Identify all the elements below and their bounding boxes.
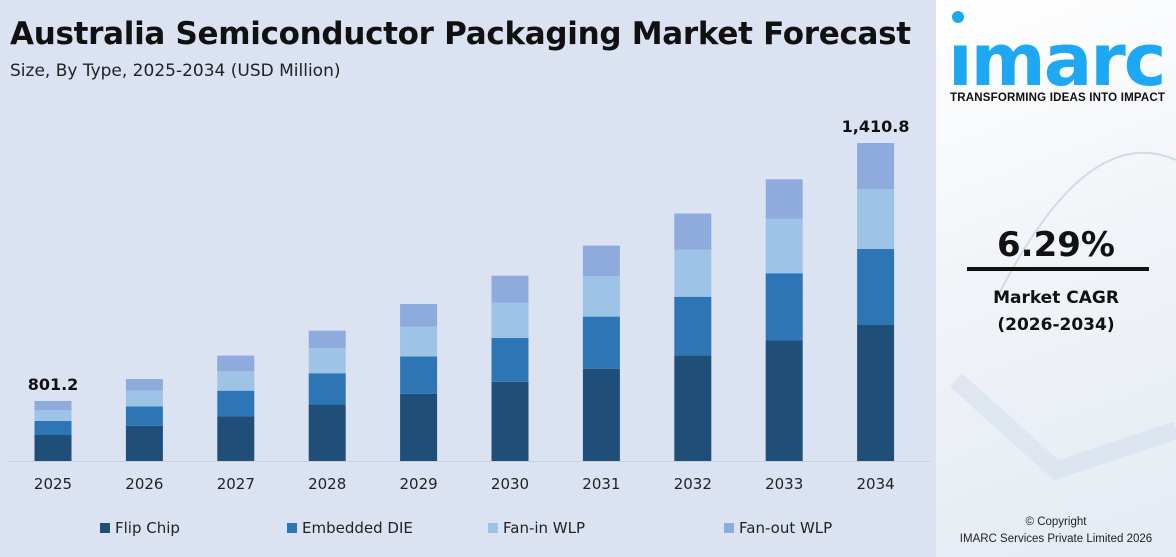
bar-segment-fan-out-wlp-2030 bbox=[491, 275, 529, 303]
cagr-label-title: Market CAGR bbox=[993, 288, 1119, 308]
bar-segment-fan-in-wlp-2032 bbox=[674, 249, 712, 297]
bar-segment-fan-in-wlp-2029 bbox=[400, 326, 438, 357]
bar-segment-fan-in-wlp-2033 bbox=[765, 218, 803, 274]
bar-segment-flip-chip-2031 bbox=[582, 368, 620, 461]
bar-segment-fan-in-wlp-2028 bbox=[308, 348, 346, 374]
cagr-label-period: (2026-2034) bbox=[997, 315, 1115, 335]
bar-segment-fan-out-wlp-2028 bbox=[308, 330, 346, 349]
bar-segment-fan-in-wlp-2034 bbox=[857, 188, 895, 249]
bar-segment-embedded-die-2027 bbox=[217, 390, 255, 417]
bar-segment-fan-in-wlp-2027 bbox=[217, 371, 255, 391]
copyright: © Copyright IMARC Services Private Limit… bbox=[936, 514, 1176, 548]
x-tick-label: 2026 bbox=[125, 475, 163, 493]
x-tick-label: 2031 bbox=[582, 475, 620, 493]
bar-segment-flip-chip-2033 bbox=[765, 340, 803, 461]
bar-segment-embedded-die-2034 bbox=[857, 248, 895, 325]
bar-segment-flip-chip-2026 bbox=[125, 425, 163, 461]
bar-segment-embedded-die-2030 bbox=[491, 337, 529, 382]
chart-panel: Australia Semiconductor Packaging Market… bbox=[8, 16, 930, 537]
legend-item: Fan-in WLP bbox=[488, 519, 585, 537]
bar-segment-embedded-die-2029 bbox=[400, 356, 438, 394]
background-graph-decoration bbox=[949, 151, 1176, 481]
x-tick-label: 2032 bbox=[674, 475, 712, 493]
legend-label: Fan-out WLP bbox=[739, 519, 833, 537]
bar-segment-flip-chip-2034 bbox=[857, 324, 895, 461]
legend-label: Embedded DIE bbox=[302, 519, 413, 537]
tagline: TRANSFORMING IDEAS INTO IMPACT bbox=[950, 92, 1166, 104]
bar-segment-flip-chip-2027 bbox=[217, 416, 255, 461]
bar-segment-embedded-die-2031 bbox=[582, 316, 620, 369]
legend-swatch bbox=[287, 523, 297, 533]
legend-swatch bbox=[100, 523, 110, 533]
legend-swatch bbox=[488, 523, 498, 533]
x-tick-label: 2030 bbox=[491, 475, 529, 493]
bar-segment-fan-out-wlp-2027 bbox=[217, 355, 255, 372]
bar-segment-fan-out-wlp-2029 bbox=[400, 304, 438, 327]
x-tick-label: 2033 bbox=[765, 475, 803, 493]
chart-title: Australia Semiconductor Packaging Market… bbox=[10, 16, 911, 52]
bar-segment-fan-out-wlp-2025 bbox=[34, 400, 72, 410]
copyright-line-2: IMARC Services Private Limited 2026 bbox=[959, 533, 1153, 545]
bar-segment-embedded-die-2025 bbox=[34, 420, 72, 435]
bar-segment-fan-out-wlp-2031 bbox=[582, 245, 620, 277]
imarc-logo: ımarc bbox=[948, 11, 1166, 90]
bar-segment-embedded-die-2026 bbox=[125, 406, 163, 426]
bar-segment-fan-in-wlp-2025 bbox=[34, 409, 72, 421]
bar-segment-fan-out-wlp-2026 bbox=[125, 379, 163, 391]
bar-segment-fan-in-wlp-2026 bbox=[125, 390, 163, 407]
legend-item: Embedded DIE bbox=[287, 519, 413, 537]
bar-segment-flip-chip-2032 bbox=[674, 355, 712, 461]
x-tick-label: 2028 bbox=[308, 475, 346, 493]
x-tick-label: 2027 bbox=[217, 475, 255, 493]
bar-segment-fan-out-wlp-2034 bbox=[857, 143, 895, 189]
bar-segment-flip-chip-2028 bbox=[308, 404, 346, 461]
legend-label: Fan-in WLP bbox=[503, 519, 586, 537]
legend-label: Flip Chip bbox=[115, 519, 180, 537]
bar-segment-fan-out-wlp-2033 bbox=[765, 179, 803, 219]
stacked-bar-chart: 2025 801.2 2026 2027 2028 2029 2030 2031 2032 203… bbox=[8, 117, 930, 493]
bar-segment-fan-in-wlp-2031 bbox=[582, 276, 620, 317]
bar-segment-fan-in-wlp-2030 bbox=[491, 302, 529, 338]
bar-segment-fan-out-wlp-2032 bbox=[674, 213, 712, 250]
legend-item: Fan-out WLP bbox=[724, 519, 832, 537]
bar-segment-flip-chip-2025 bbox=[34, 434, 72, 461]
chart-subtitle: Size, By Type, 2025-2034 (USD Million) bbox=[10, 61, 341, 81]
x-tick-label: 2034 bbox=[857, 475, 895, 493]
svg-text:ımarc: ımarc bbox=[948, 18, 1164, 90]
legend-swatch bbox=[724, 523, 734, 533]
bar-segment-flip-chip-2029 bbox=[400, 393, 438, 461]
cagr-label: Market CAGR (2026-2034) bbox=[936, 285, 1176, 339]
bar-segment-embedded-die-2028 bbox=[308, 373, 346, 405]
data-label-2025: 801.2 bbox=[28, 375, 79, 394]
bar-segment-embedded-die-2032 bbox=[674, 296, 712, 356]
legend-item: Flip Chip bbox=[100, 519, 180, 537]
brand-sidebar: ımarc TRANSFORMING IDEAS INTO IMPACT 6.2… bbox=[936, 0, 1176, 557]
x-tick-label: 2025 bbox=[34, 475, 72, 493]
bar-segment-embedded-die-2033 bbox=[765, 273, 803, 341]
bar-segment-flip-chip-2030 bbox=[491, 381, 529, 461]
cagr-value: 6.29% bbox=[997, 225, 1115, 265]
data-label-2034: 1,410.8 bbox=[842, 117, 910, 136]
copyright-line-1: © Copyright bbox=[1025, 516, 1087, 528]
x-tick-label: 2029 bbox=[400, 475, 438, 493]
cagr-divider bbox=[967, 267, 1149, 271]
